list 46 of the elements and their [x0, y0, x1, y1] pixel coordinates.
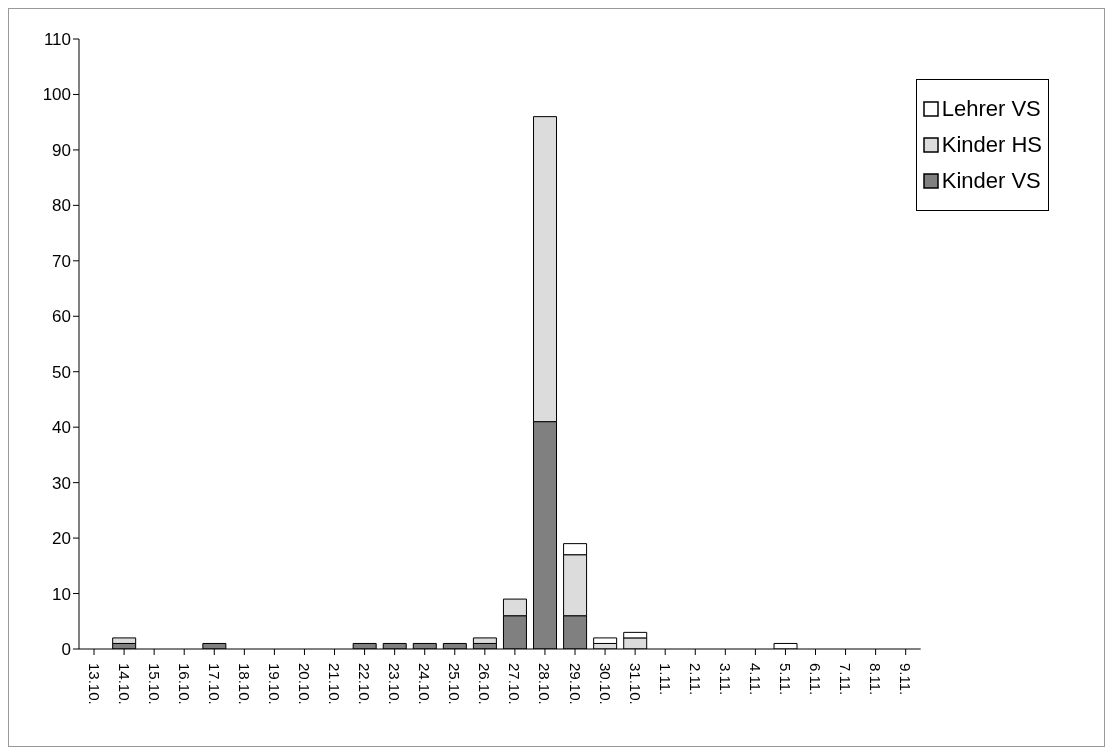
x-tick-label: 9.11.: [897, 663, 915, 696]
y-tick-label: 40: [52, 418, 71, 438]
legend-label: Kinder HS: [941, 132, 1042, 158]
bar: [593, 637, 618, 644]
y-tick-label: 50: [52, 362, 71, 382]
legend-label: Lehrer VS: [941, 96, 1041, 122]
y-tick-label: 20: [52, 529, 71, 549]
y-tick-label: 100: [42, 85, 71, 105]
y-tick-label: 30: [52, 473, 71, 493]
x-tick-label: 26.10.: [476, 663, 494, 705]
x-tick-label: 5.11.: [776, 663, 794, 696]
x-tick-label: 27.10.: [506, 663, 524, 705]
y-tick-label: 60: [52, 307, 71, 327]
x-tick-label: 18.10.: [235, 663, 253, 705]
x-tick-label: 4.11.: [746, 663, 764, 696]
x-tick-label: 30.10.: [596, 663, 614, 705]
bar: [472, 637, 497, 644]
x-tick-label: 19.10.: [265, 663, 283, 705]
y-tick-label: 70: [52, 251, 71, 271]
x-tick-label: 3.11.: [716, 663, 734, 696]
x-tick-label: 8.11.: [867, 663, 885, 696]
x-tick-label: 13.10.: [85, 663, 103, 705]
legend-label: Kinder VS: [941, 168, 1041, 194]
y-tick-label: 10: [52, 584, 71, 604]
x-tick-label: 28.10.: [536, 663, 554, 705]
y-tick-label: 0: [61, 640, 71, 660]
bar: [112, 637, 137, 644]
y-tick-label: 110: [43, 30, 71, 50]
x-tick-label: 25.10.: [446, 663, 464, 705]
x-tick-label: 7.11.: [837, 663, 855, 696]
x-tick-label: 20.10.: [295, 663, 313, 705]
x-tick-label: 21.10.: [326, 663, 344, 705]
x-tick-label: 1.11.: [656, 663, 674, 696]
x-tick-label: 24.10.: [416, 663, 434, 705]
y-tick-label: 90: [52, 140, 71, 160]
x-tick-label: 29.10.: [566, 663, 584, 705]
x-tick-label: 22.10.: [356, 663, 374, 705]
x-tick-label: 14.10.: [115, 663, 133, 705]
x-tick-label: 31.10.: [626, 663, 644, 705]
x-tick-label: 15.10.: [145, 663, 163, 705]
x-tick-label: 2.11.: [686, 663, 704, 696]
x-tick-label: 17.10.: [205, 663, 223, 705]
x-tick-label: 23.10.: [386, 663, 404, 705]
x-tick-label: 16.10.: [175, 663, 193, 705]
y-tick-label: 80: [52, 196, 71, 216]
x-tick-label: 6.11.: [807, 663, 824, 696]
